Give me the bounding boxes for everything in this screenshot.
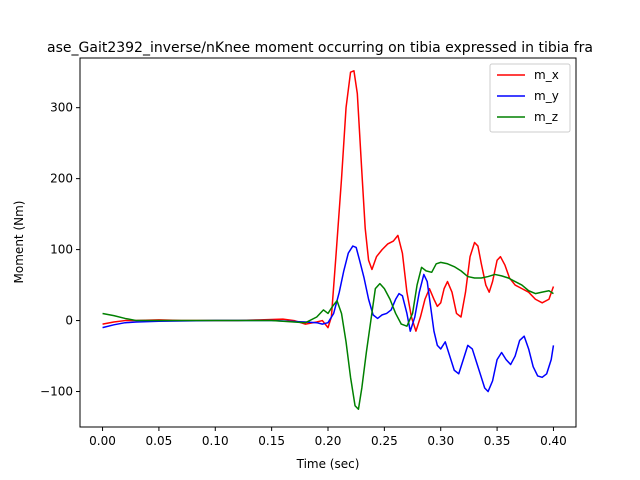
x-tick-label: 0.40 <box>540 434 567 448</box>
x-tick-label: 0.20 <box>315 434 342 448</box>
x-tick-label: 0.35 <box>484 434 511 448</box>
x-axis-ticks: 0.00 0.05 0.10 0.15 0.20 0.25 0.30 0.35 0.40 <box>89 427 567 448</box>
x-tick-label: 0.15 <box>258 434 285 448</box>
x-tick-label: 0.10 <box>202 434 229 448</box>
legend-label-m_y: m_y <box>534 89 559 103</box>
x-tick-label: 0.25 <box>371 434 398 448</box>
y-tick-label: 100 <box>50 243 73 257</box>
x-tick-label: 0.00 <box>89 434 116 448</box>
y-tick-label: 200 <box>50 172 73 186</box>
series-layer <box>102 70 555 411</box>
y-axis-label: Moment (Nm) <box>12 201 26 284</box>
y-tick-label: −100 <box>40 385 73 399</box>
legend-label-m_x: m_x <box>534 68 559 82</box>
chart-title: ase_Gait2392_inverse/nKnee moment occurr… <box>47 40 593 56</box>
x-tick-label: 0.05 <box>146 434 173 448</box>
legend-label-m_z: m_z <box>534 110 558 124</box>
series-line-m_y <box>102 245 555 393</box>
x-tick-label: 0.30 <box>427 434 454 448</box>
legend: m_x m_y m_z <box>489 63 571 133</box>
series-line-m_z <box>102 261 554 411</box>
y-tick-label: 300 <box>50 101 73 115</box>
y-axis-ticks: −100 0 100 200 300 <box>40 101 80 399</box>
legend-box <box>489 63 571 133</box>
x-axis-label: Time (sec) <box>296 457 360 471</box>
y-tick-label: 0 <box>65 314 73 328</box>
